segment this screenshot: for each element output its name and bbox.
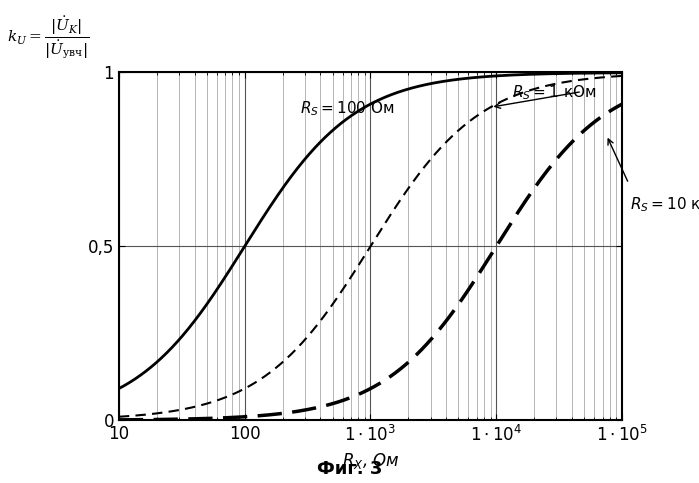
Text: $R_S = 1$ кОм: $R_S = 1$ кОм	[512, 83, 596, 101]
Text: Фиг. 3: Фиг. 3	[317, 460, 382, 478]
Text: $k_U = \dfrac{|\dot{U}_K|}{|\dot{U}_{\text{увч}}|}$: $k_U = \dfrac{|\dot{U}_K|}{|\dot{U}_{\te…	[7, 14, 89, 61]
Text: $R_S = 100$ Ом: $R_S = 100$ Ом	[300, 99, 394, 118]
Text: $R_S = 10$ кОм: $R_S = 10$ кОм	[630, 195, 699, 214]
X-axis label: $R_X$, Ом: $R_X$, Ом	[342, 451, 399, 471]
